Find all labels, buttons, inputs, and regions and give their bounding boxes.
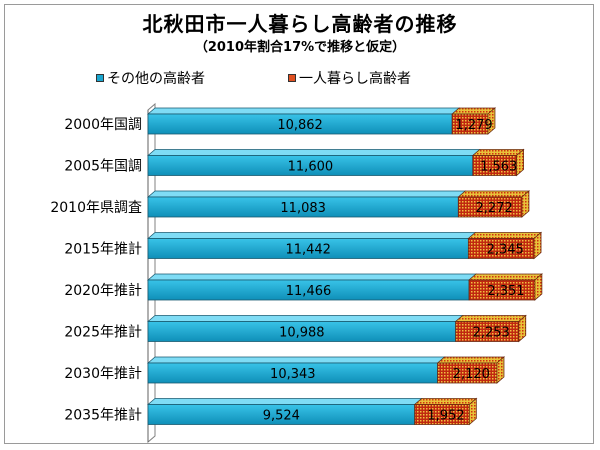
bar-side-living-alone bbox=[521, 190, 530, 218]
value-label-living-alone: 2,253 bbox=[473, 326, 510, 341]
bar-top-living-alone bbox=[457, 190, 531, 198]
bar-top-other-elderly bbox=[146, 149, 481, 156]
bar-top-living-alone bbox=[467, 232, 543, 239]
legend-item-other-elderly: その他の高齢者 bbox=[96, 68, 205, 88]
bar-top-other-elderly bbox=[146, 398, 423, 405]
bar-top-other-elderly bbox=[146, 273, 478, 281]
value-label-living-alone: 2,351 bbox=[487, 284, 524, 299]
bar-side-living-alone bbox=[518, 314, 527, 343]
category-label: 2020年推計 bbox=[64, 283, 142, 299]
bar-top-other-elderly bbox=[146, 315, 464, 322]
bar-side-living-alone bbox=[468, 397, 477, 426]
bar-top-living-alone bbox=[454, 315, 527, 322]
value-label-living-alone: 1,563 bbox=[480, 160, 517, 175]
legend-item-living-alone: 一人暮らし高齢者 bbox=[288, 68, 411, 88]
value-label-other-elderly: 10,343 bbox=[270, 367, 316, 382]
category-label: 2010年県調査 bbox=[50, 200, 142, 216]
category-label: 2030年推計 bbox=[64, 366, 142, 382]
category-label: 2015年推計 bbox=[64, 242, 142, 258]
value-label-other-elderly: 10,988 bbox=[279, 326, 325, 341]
value-label-living-alone: 2,272 bbox=[476, 201, 513, 216]
bar-top-other-elderly bbox=[146, 356, 446, 364]
value-label-other-elderly: 11,442 bbox=[285, 243, 331, 258]
bar-top-other-elderly bbox=[146, 232, 477, 239]
legend-swatch-other-elderly bbox=[96, 74, 104, 82]
bars-layer bbox=[146, 107, 543, 426]
bar-top-living-alone bbox=[467, 273, 543, 281]
value-label-living-alone: 2,345 bbox=[487, 243, 524, 258]
category-label: 2025年推計 bbox=[64, 325, 142, 341]
legend-swatch-living-alone bbox=[288, 74, 296, 82]
legend-label-living-alone: 一人暮らし高齢者 bbox=[299, 71, 411, 87]
bar-top-living-alone bbox=[413, 398, 478, 405]
category-label: 2005年国調 bbox=[64, 159, 142, 175]
value-label-other-elderly: 11,466 bbox=[286, 284, 332, 299]
value-label-living-alone: 1,279 bbox=[455, 118, 492, 133]
value-label-other-elderly: 11,083 bbox=[280, 201, 326, 216]
value-label-living-alone: 1,952 bbox=[427, 409, 464, 424]
legend-label-other-elderly: その他の高齢者 bbox=[107, 71, 205, 87]
bar-top-living-alone bbox=[436, 356, 506, 364]
bar-side-living-alone bbox=[496, 356, 505, 384]
bar-side-living-alone bbox=[533, 231, 542, 260]
value-label-other-elderly: 10,862 bbox=[277, 118, 323, 133]
chart-subtitle: （2010年割合17%で推移と仮定） bbox=[194, 40, 406, 55]
value-label-other-elderly: 11,600 bbox=[288, 160, 334, 175]
value-label-other-elderly: 9,524 bbox=[263, 409, 300, 424]
chart-title: 北秋田市一人暮らし高齢者の推移 bbox=[142, 12, 458, 36]
category-label: 2000年国調 bbox=[64, 117, 142, 133]
category-label: 2035年推計 bbox=[64, 408, 142, 424]
bar-top-other-elderly bbox=[146, 190, 467, 198]
bar-top-living-alone bbox=[471, 149, 525, 156]
bar-side-living-alone bbox=[487, 107, 496, 135]
value-label-living-alone: 2,120 bbox=[453, 367, 490, 382]
bar-side-living-alone bbox=[534, 273, 543, 301]
bar-side-living-alone bbox=[516, 148, 524, 177]
bar-top-other-elderly bbox=[146, 107, 461, 115]
labels-layer: 2000年国調 10,862 1,279 2005年国調 11,600 1,563 2010… bbox=[50, 117, 524, 424]
